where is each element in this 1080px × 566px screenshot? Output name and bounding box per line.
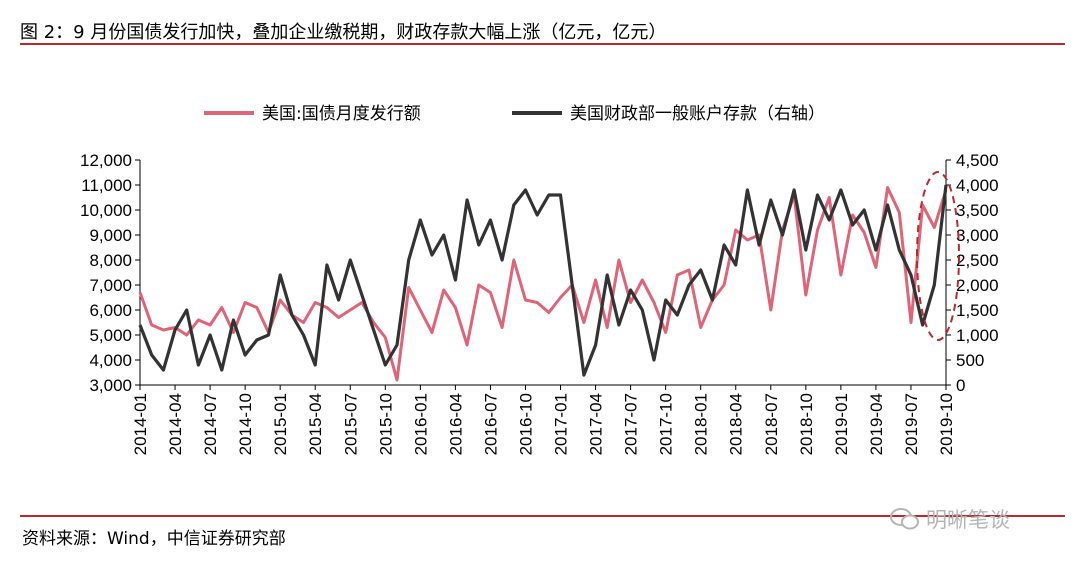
right-tick-label: 4,000 (956, 176, 999, 195)
left-tick-label: 9,000 (89, 226, 132, 245)
x-tick-label: 2014-01 (131, 393, 150, 455)
x-tick-label: 2017-10 (657, 393, 676, 455)
legend-label: 美国财政部一般账户存款（右轴） (570, 104, 825, 124)
right-tick-label: 0 (956, 376, 965, 395)
x-tick-label: 2014-10 (236, 393, 255, 455)
left-tick-label: 11,000 (81, 176, 132, 195)
left-tick-label: 5,000 (89, 326, 132, 345)
watermark-text: 明晰笔谈 (926, 508, 1010, 532)
left-tick-label: 6,000 (89, 301, 132, 320)
series-line-bond-issuance (138, 186, 948, 382)
chart-title: 图 2：9 月份国债发行加快，叠加企业缴税期，财政存款大幅上涨（亿元，亿元） (20, 22, 667, 43)
left-tick-label: 12,000 (80, 151, 132, 170)
right-tick-label: 4,500 (956, 151, 999, 170)
left-tick-label: 7,000 (89, 276, 132, 295)
right-tick-label: 3,500 (956, 201, 999, 220)
right-tick-label: 3,000 (956, 226, 999, 245)
highlight-ellipse (916, 171, 960, 341)
x-tick-label: 2015-01 (271, 393, 290, 455)
x-tick-label: 2016-01 (411, 393, 430, 455)
x-tick-label: 2017-01 (552, 393, 571, 455)
x-tick-label: 2016-07 (481, 393, 500, 455)
right-tick-label: 2,500 (956, 251, 999, 270)
wechat-icon (890, 508, 919, 530)
left-tick-label: 8,000 (89, 251, 132, 270)
x-tick-label: 2014-07 (201, 393, 220, 455)
watermark: 明晰笔谈 (890, 504, 1010, 534)
source-divider (20, 515, 1065, 517)
left-tick-label: 10,000 (80, 201, 132, 220)
x-tick-label: 2017-04 (587, 393, 606, 455)
x-tick-label: 2014-04 (166, 393, 185, 455)
x-tick-label: 2015-07 (341, 393, 360, 455)
x-tick-label: 2015-04 (306, 393, 325, 455)
legend-label: 美国:国债月度发行额 (262, 104, 421, 124)
right-tick-label: 1,500 (956, 301, 999, 320)
left-tick-label: 3,000 (89, 376, 132, 395)
x-tick-label: 2015-10 (376, 393, 395, 455)
title-divider (20, 43, 1065, 45)
chart-series (138, 184, 948, 382)
x-tick-label: 2019-01 (832, 393, 851, 455)
chart-axes: 3,000 4,000 5,000 6,000 7,000 8,000 9,000 10,00… (80, 151, 999, 455)
x-tick-label: 2016-04 (446, 393, 465, 455)
x-tick-label: 2018-10 (797, 393, 816, 455)
x-tick-label: 2019-10 (937, 393, 956, 455)
x-tick-label: 2019-04 (867, 393, 886, 455)
x-tick-label: 2018-07 (762, 393, 781, 455)
x-tick-label: 2018-01 (692, 393, 711, 455)
x-tick-label: 2017-07 (622, 393, 641, 455)
x-tick-label: 2019-07 (902, 393, 921, 455)
left-tick-label: 4,000 (89, 351, 132, 370)
source-note: 资料来源：Wind，中信证券研究部 (22, 529, 286, 549)
chart-legend: 美国:国债月度发行额 美国财政部一般账户存款（右轴） (204, 104, 825, 124)
x-tick-label: 2018-04 (727, 393, 746, 455)
right-tick-label: 2,000 (956, 276, 999, 295)
x-tick-label: 2016-10 (516, 393, 535, 455)
right-tick-label: 500 (956, 351, 984, 370)
right-tick-label: 1,000 (956, 326, 999, 345)
series-line-tga-deposit (138, 184, 948, 377)
